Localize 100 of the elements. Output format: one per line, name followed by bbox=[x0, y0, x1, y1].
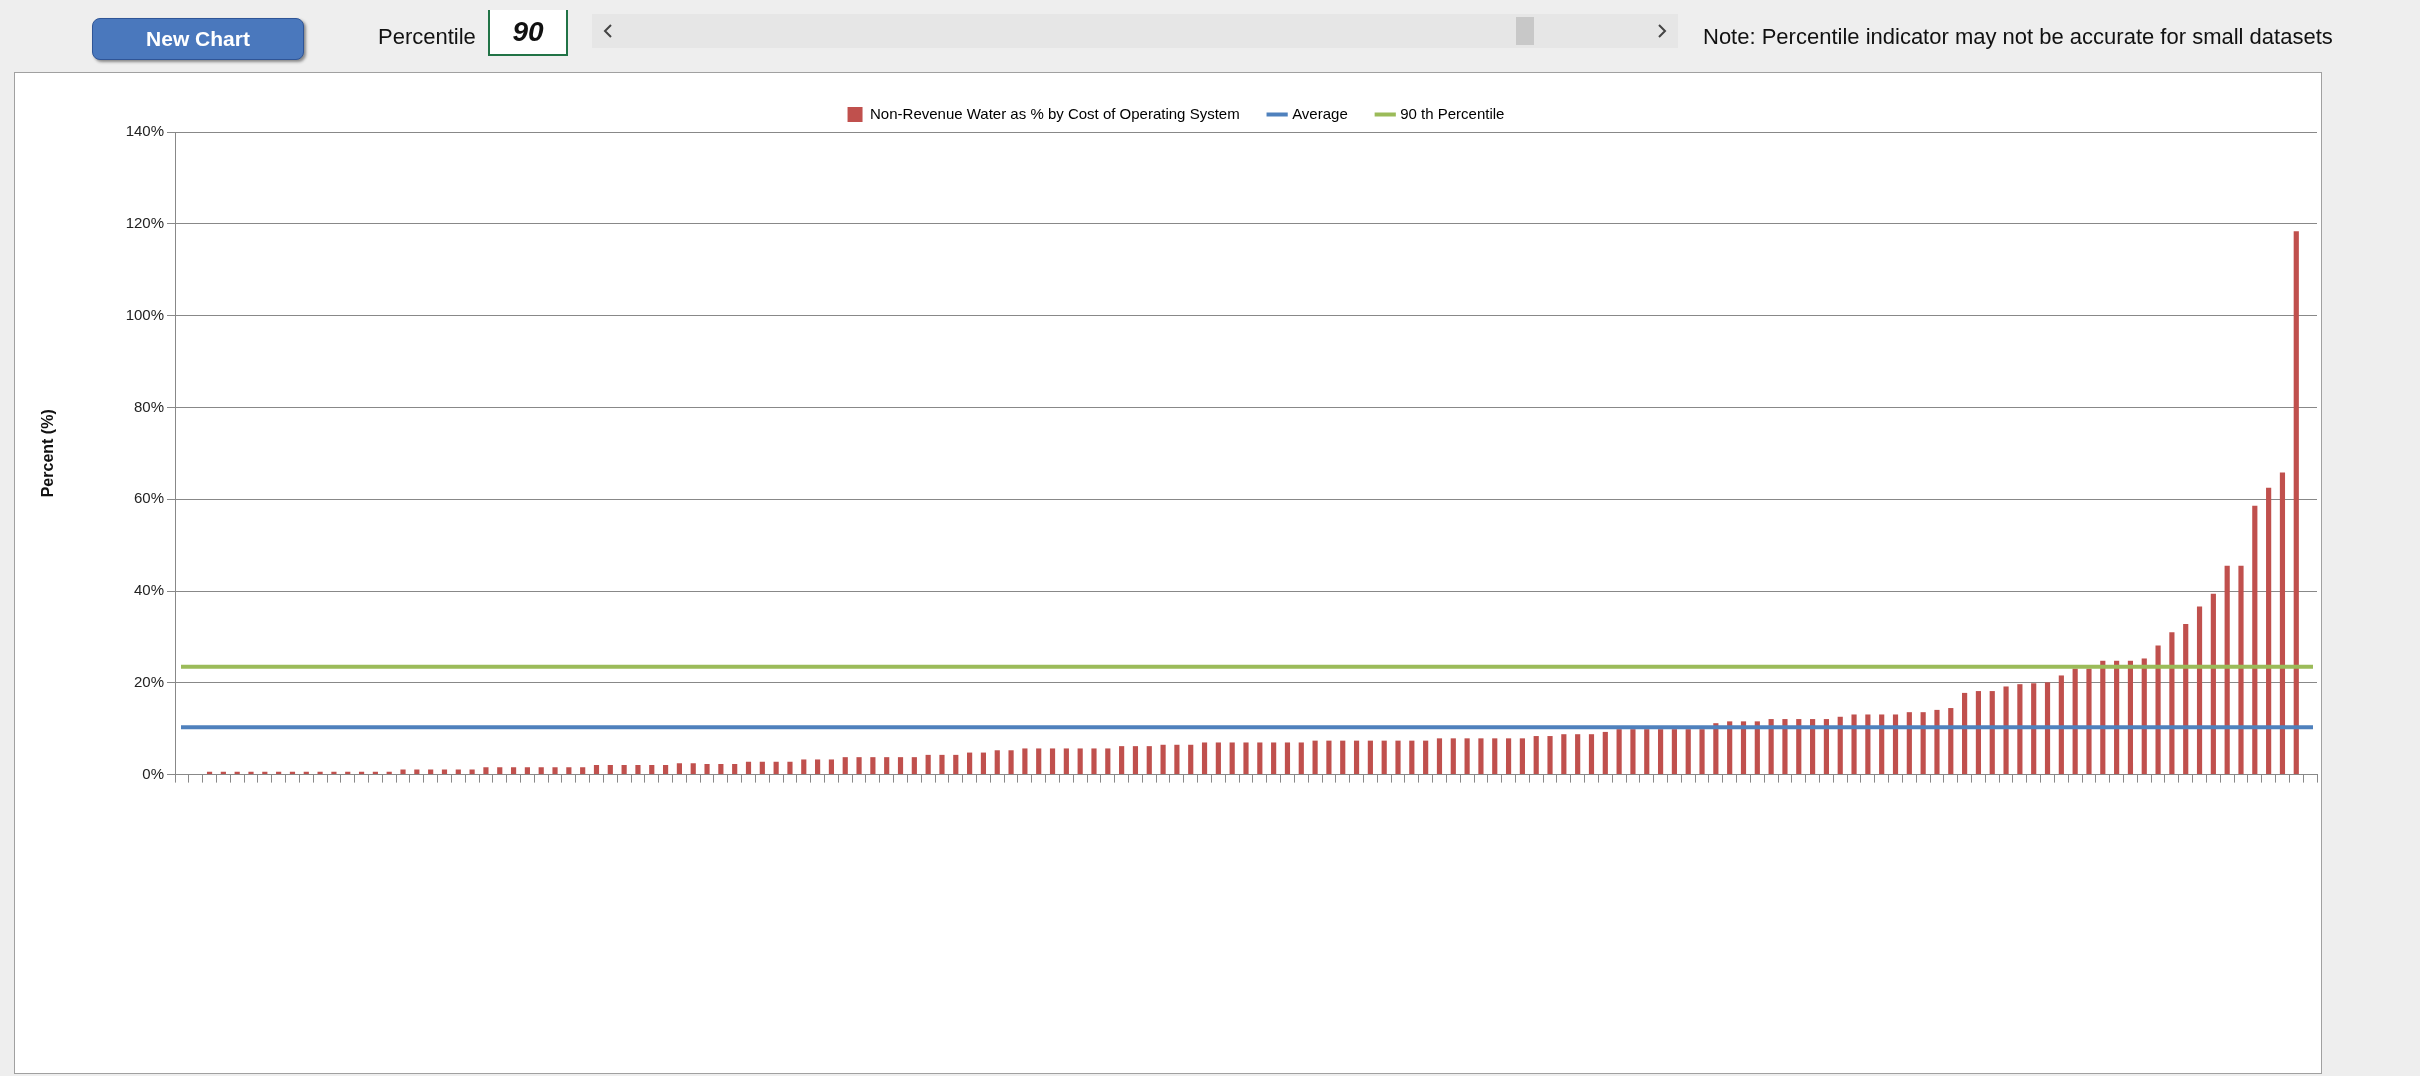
bar bbox=[1934, 709, 1940, 775]
y-axis-title: Percent (%) bbox=[39, 409, 57, 498]
bar bbox=[1464, 738, 1470, 775]
bar bbox=[2086, 668, 2092, 775]
bar bbox=[967, 752, 973, 775]
bar bbox=[1298, 742, 1304, 775]
bar bbox=[1740, 721, 1747, 775]
bar bbox=[911, 757, 917, 775]
bar bbox=[538, 767, 544, 775]
bar bbox=[2183, 624, 2189, 775]
bar bbox=[939, 754, 945, 775]
bar bbox=[1533, 736, 1539, 775]
bar bbox=[1340, 740, 1346, 775]
bar bbox=[2155, 645, 2161, 775]
bar bbox=[1174, 744, 1180, 775]
bar bbox=[1616, 729, 1622, 775]
bar bbox=[1699, 729, 1705, 775]
bar bbox=[745, 761, 752, 775]
bar bbox=[1671, 729, 1677, 775]
bar bbox=[1077, 748, 1083, 775]
bar bbox=[2196, 606, 2203, 775]
bar bbox=[2169, 632, 2175, 775]
bar bbox=[2293, 231, 2299, 775]
bar bbox=[2238, 565, 2244, 775]
bar bbox=[1644, 729, 1650, 775]
bar bbox=[248, 771, 254, 775]
bar bbox=[1091, 748, 1097, 775]
bar bbox=[1243, 742, 1249, 775]
text: New Chart bbox=[92, 18, 304, 60]
bar bbox=[1575, 734, 1581, 775]
bar bbox=[1036, 748, 1042, 775]
bar bbox=[884, 757, 890, 775]
bar bbox=[2266, 487, 2272, 775]
y-tick-label: 120% bbox=[125, 213, 164, 231]
bar bbox=[331, 771, 337, 775]
bar bbox=[524, 767, 530, 775]
bar bbox=[1450, 738, 1456, 775]
bar bbox=[2044, 682, 2051, 775]
bar bbox=[1920, 712, 1926, 775]
bar bbox=[1685, 729, 1691, 775]
bar bbox=[580, 767, 586, 775]
y-tick-label: 20% bbox=[133, 672, 164, 690]
bar bbox=[842, 757, 848, 775]
bar bbox=[2210, 593, 2216, 775]
bar bbox=[1754, 721, 1760, 775]
bar bbox=[1409, 740, 1415, 775]
bar bbox=[1436, 738, 1443, 775]
bar bbox=[593, 764, 600, 775]
bar bbox=[1519, 738, 1525, 775]
bar bbox=[980, 752, 987, 775]
bar bbox=[1160, 744, 1166, 775]
bar bbox=[759, 761, 765, 775]
bar bbox=[1948, 708, 1954, 775]
bar bbox=[2003, 686, 2009, 775]
bar bbox=[1395, 740, 1401, 775]
text: Percentile bbox=[378, 24, 476, 50]
bar bbox=[801, 759, 807, 775]
bar bbox=[1146, 746, 1152, 775]
bar bbox=[994, 750, 1000, 775]
bar bbox=[1271, 742, 1277, 775]
bar bbox=[1367, 740, 1373, 775]
bar bbox=[718, 764, 724, 775]
bar bbox=[2141, 658, 2147, 775]
bar bbox=[1851, 714, 1857, 775]
bar bbox=[1188, 744, 1194, 775]
bar bbox=[1478, 738, 1484, 775]
bar bbox=[815, 759, 821, 775]
bar bbox=[1353, 740, 1360, 775]
bar bbox=[621, 764, 627, 775]
legend-label: Average bbox=[1292, 104, 1348, 122]
bar bbox=[2031, 683, 2037, 775]
bar bbox=[773, 761, 779, 775]
bar bbox=[676, 763, 682, 775]
y-tick-label: 60% bbox=[133, 489, 164, 507]
bar bbox=[1201, 742, 1208, 775]
bar bbox=[497, 767, 503, 775]
bar bbox=[1865, 714, 1871, 775]
bar bbox=[1492, 738, 1498, 775]
bar bbox=[856, 757, 862, 775]
bar bbox=[1312, 740, 1318, 775]
bar bbox=[1588, 734, 1595, 775]
bar bbox=[1975, 691, 1982, 775]
bar bbox=[483, 767, 489, 775]
bar bbox=[1229, 742, 1235, 775]
bar bbox=[2072, 668, 2078, 775]
bar bbox=[1602, 731, 1608, 775]
bar bbox=[566, 767, 572, 775]
bar bbox=[1505, 738, 1512, 775]
bar bbox=[2224, 565, 2230, 775]
bar bbox=[732, 764, 738, 775]
bar bbox=[607, 764, 613, 775]
bar bbox=[663, 764, 669, 775]
legend-label: Non-Revenue Water as % by Cost of Operating System bbox=[870, 104, 1240, 122]
bar bbox=[1105, 748, 1111, 775]
bar bbox=[1284, 742, 1291, 775]
bar bbox=[925, 754, 931, 775]
bar bbox=[1423, 740, 1429, 775]
bar bbox=[649, 764, 655, 775]
y-tick-label: 40% bbox=[133, 581, 164, 599]
bar bbox=[1215, 742, 1221, 775]
